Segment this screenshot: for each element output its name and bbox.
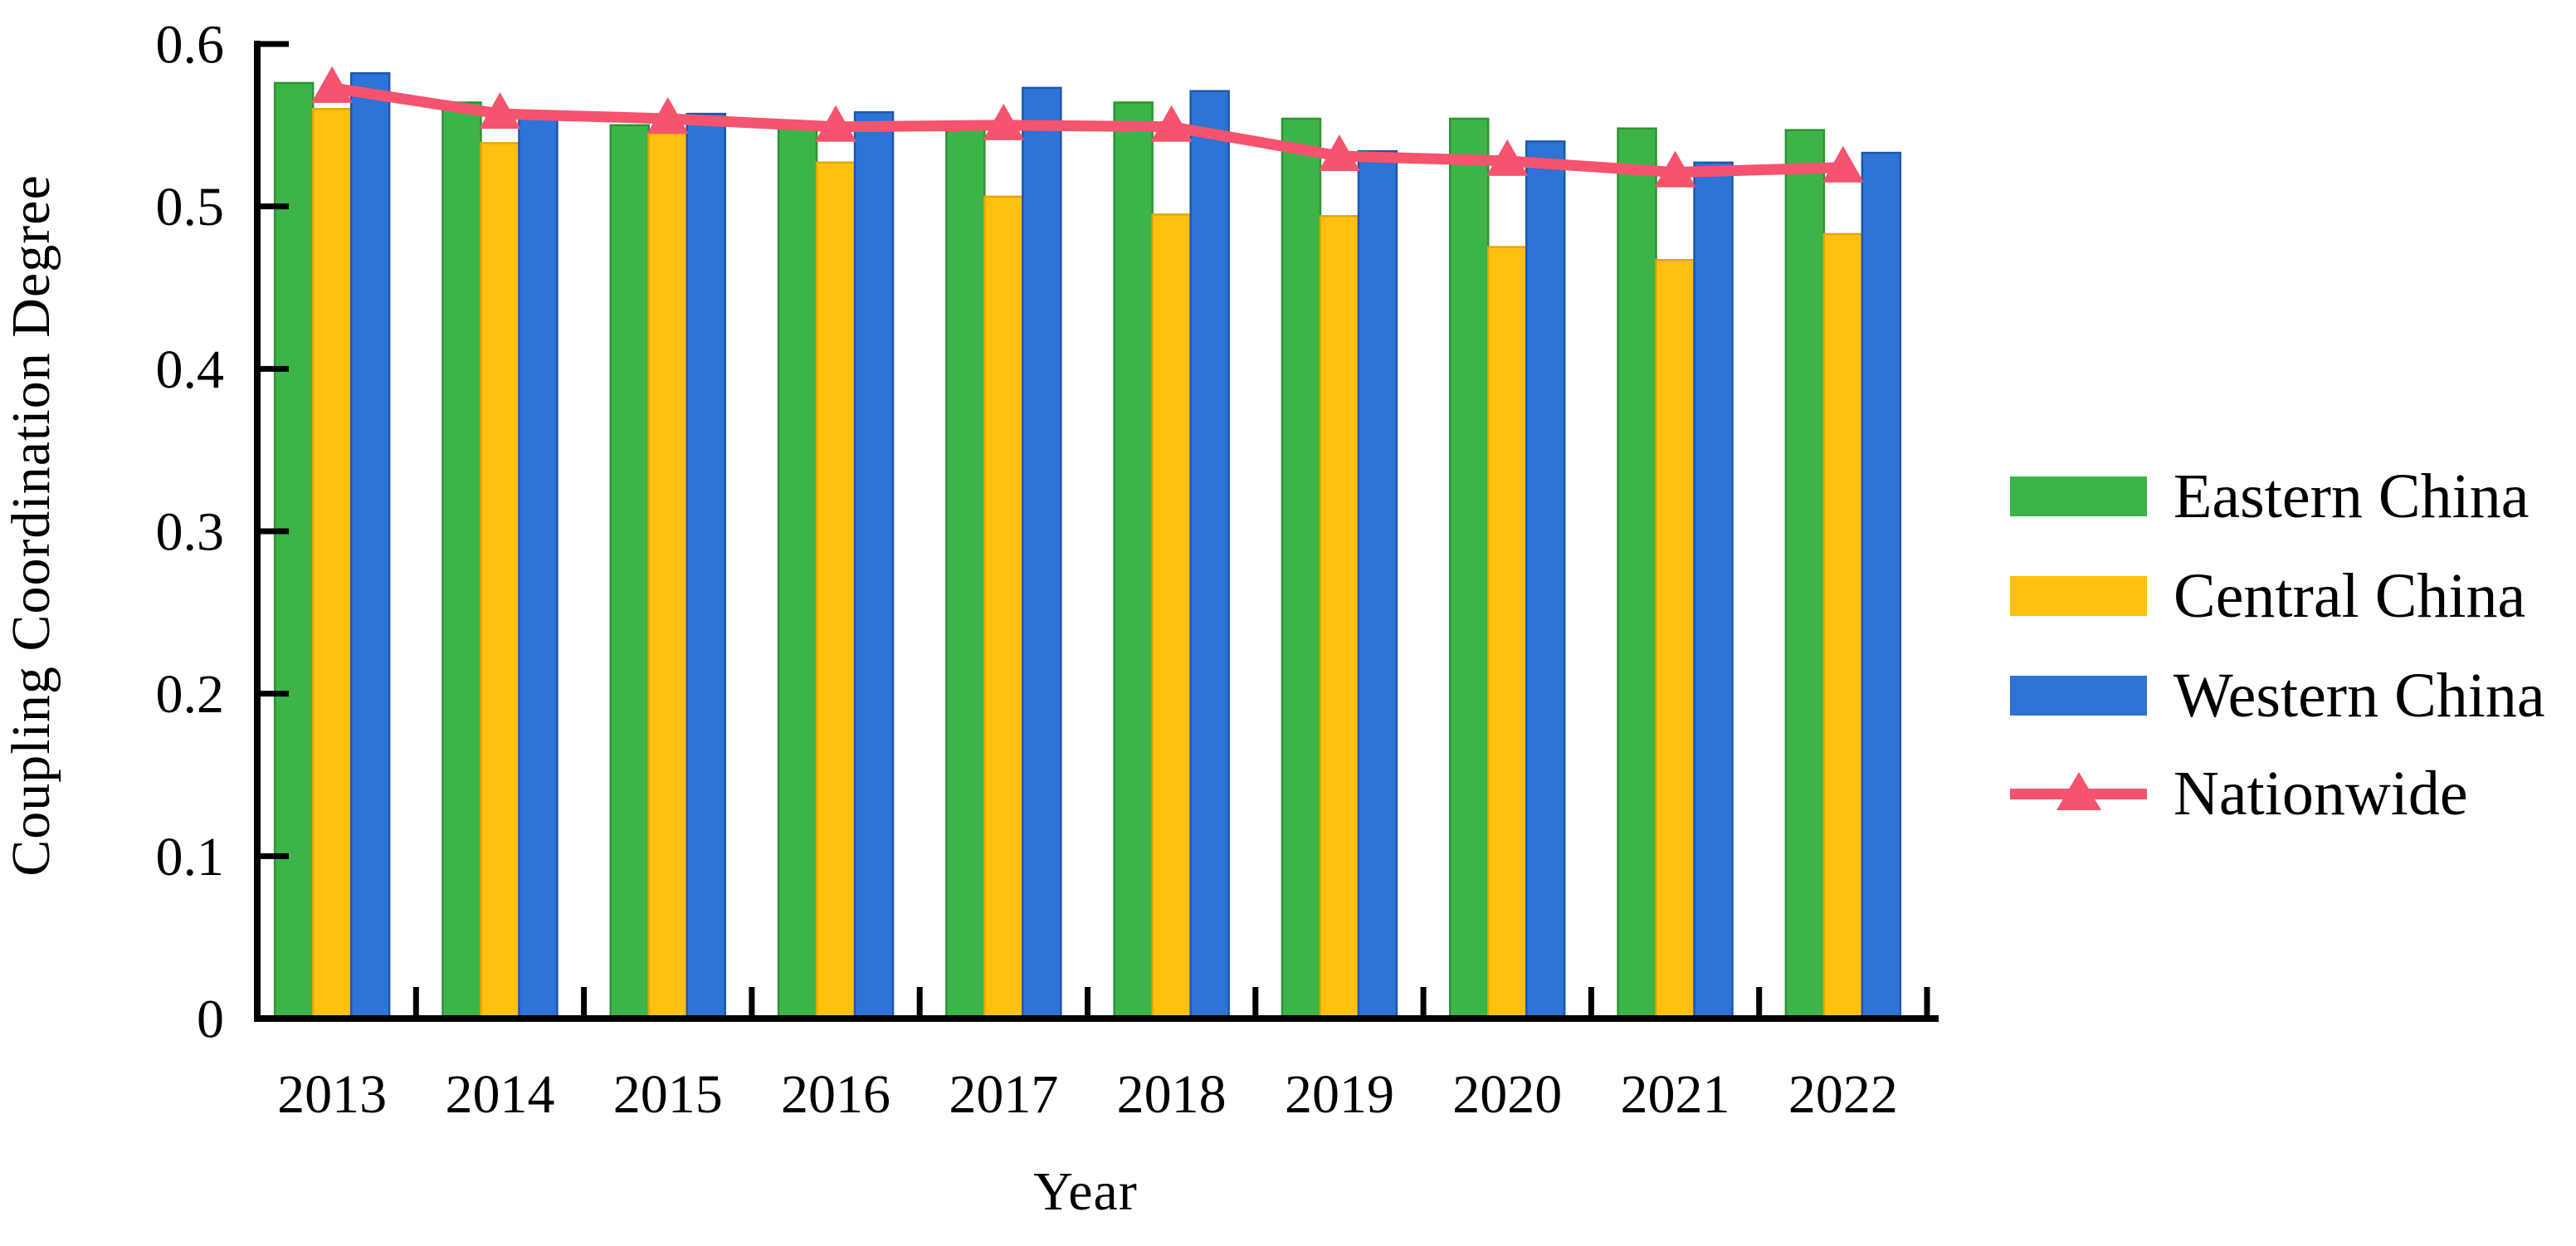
bar-western-china-2020 — [1525, 140, 1566, 1020]
bar-central-china-2019 — [1319, 215, 1360, 1020]
nationwide-marker-2022 — [1822, 145, 1864, 183]
x-tick-label-2018: 2018 — [1117, 1064, 1227, 1125]
bar-eastern-china-2021 — [1617, 127, 1657, 1020]
y-tick-label-0.5: 0.5 — [156, 177, 225, 237]
legend-item-eastern-china: Eastern China — [2010, 447, 2529, 546]
bar-eastern-china-2019 — [1281, 117, 1322, 1020]
y-tick-label-0.3: 0.3 — [156, 501, 225, 562]
bar-western-china-2014 — [518, 110, 559, 1020]
nationwide-marker-2020 — [1486, 139, 1529, 176]
legend-label: Western China — [2174, 661, 2545, 730]
bar-western-china-2018 — [1189, 90, 1230, 1020]
x-tick-label-2013: 2013 — [277, 1064, 387, 1125]
nationwide-line — [326, 82, 1849, 178]
bar-eastern-china-2015 — [609, 124, 650, 1020]
bar-western-china-2015 — [685, 112, 726, 1020]
legend-line-marker-icon — [2010, 744, 2147, 843]
nationwide-marker-2013 — [311, 66, 354, 103]
bar-central-china-2014 — [480, 142, 520, 1020]
bar-western-china-2022 — [1861, 151, 1902, 1020]
x-tick-label-2017: 2017 — [949, 1064, 1058, 1125]
legend-triangle-icon — [2056, 772, 2101, 810]
nationwide-marker-2019 — [1318, 134, 1360, 172]
y-tick-label-0.6: 0.6 — [156, 14, 225, 75]
bar-eastern-china-2013 — [273, 81, 315, 1020]
bar-central-china-2016 — [815, 161, 856, 1020]
bar-western-china-2013 — [349, 71, 391, 1020]
y-tick-label-0: 0 — [197, 989, 224, 1049]
bar-western-china-2021 — [1693, 161, 1734, 1020]
bar-central-china-2013 — [311, 108, 353, 1020]
x-axis-title: Year — [1033, 1161, 1138, 1222]
bar-central-china-2018 — [1151, 213, 1192, 1020]
nationwide-marker-2021 — [1654, 150, 1696, 188]
bar-eastern-china-2018 — [1113, 101, 1154, 1020]
y-tick-label-0.4: 0.4 — [156, 340, 225, 400]
y-tick-label-0.2: 0.2 — [156, 664, 225, 725]
legend-item-western-china: Western China — [2010, 646, 2545, 745]
x-tick-label-2022: 2022 — [1788, 1064, 1898, 1125]
legend-item-nationwide: Nationwide — [2010, 744, 2468, 843]
x-tick-label-2016: 2016 — [781, 1064, 890, 1125]
legend-label: Eastern China — [2174, 462, 2530, 531]
bar-eastern-china-2017 — [945, 120, 986, 1020]
y-axis-title: Coupling Coordination Degree — [1, 174, 61, 877]
nationwide-marker-2014 — [479, 92, 521, 129]
legend-item-central-china: Central China — [2010, 546, 2525, 646]
bar-eastern-china-2014 — [442, 101, 482, 1020]
nationwide-marker-2016 — [815, 105, 857, 142]
y-tick-label-0.1: 0.1 — [156, 827, 225, 887]
bar-central-china-2021 — [1655, 258, 1695, 1020]
legend-label: Central China — [2174, 561, 2526, 631]
nationwide-marker-2017 — [983, 103, 1025, 140]
x-tick-label-2014: 2014 — [445, 1064, 554, 1125]
x-tick-label-2020: 2020 — [1452, 1064, 1562, 1125]
bar-western-china-2016 — [853, 110, 895, 1020]
bar-western-china-2017 — [1022, 86, 1062, 1020]
bar-western-china-2019 — [1357, 149, 1398, 1020]
x-tick-label-2015: 2015 — [613, 1064, 723, 1125]
x-tick-label-2021: 2021 — [1621, 1064, 1730, 1125]
legend-swatch-icon — [2010, 676, 2147, 716]
bar-central-china-2022 — [1822, 232, 1864, 1020]
bar-eastern-china-2016 — [777, 120, 818, 1020]
x-tick-label-2019: 2019 — [1285, 1064, 1394, 1125]
bar-eastern-china-2022 — [1784, 129, 1826, 1020]
legend-swatch-icon — [2010, 576, 2147, 616]
bar-eastern-china-2020 — [1449, 117, 1490, 1020]
bar-central-china-2020 — [1487, 246, 1528, 1020]
nationwide-marker-2018 — [1150, 105, 1193, 142]
nationwide-marker-2015 — [646, 97, 689, 134]
bar-central-china-2017 — [983, 195, 1024, 1020]
legend-label: Nationwide — [2174, 759, 2468, 828]
bar-central-china-2015 — [647, 132, 688, 1020]
legend-swatch-icon — [2010, 476, 2147, 516]
